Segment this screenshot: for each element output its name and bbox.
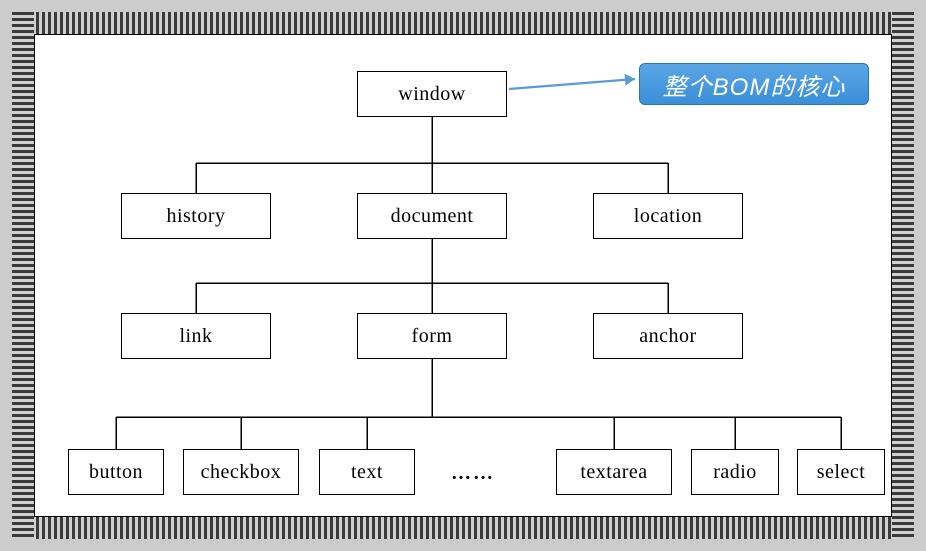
node-history: history: [121, 193, 271, 239]
node-document: document: [357, 193, 507, 239]
ellipsis: ……: [451, 462, 495, 485]
node-text: text: [319, 449, 415, 495]
node-window: window: [357, 71, 507, 117]
callout-bom-core: 整个BOM的核心: [639, 63, 869, 105]
node-form: form: [357, 313, 507, 359]
node-radio: radio: [691, 449, 779, 495]
node-button: button: [68, 449, 164, 495]
node-link: link: [121, 313, 271, 359]
node-checkbox: checkbox: [183, 449, 299, 495]
hatch-border-left: [12, 12, 34, 539]
diagram-frame: window history document location link form anc…: [12, 12, 914, 539]
node-select: select: [797, 449, 885, 495]
hatch-border-right: [892, 12, 914, 539]
node-anchor: anchor: [593, 313, 743, 359]
node-location: location: [593, 193, 743, 239]
hatch-border-top: [12, 12, 914, 34]
hatch-border-bottom: [12, 517, 914, 539]
node-textarea: textarea: [556, 449, 672, 495]
diagram-canvas: window history document location link form anc…: [34, 34, 892, 517]
